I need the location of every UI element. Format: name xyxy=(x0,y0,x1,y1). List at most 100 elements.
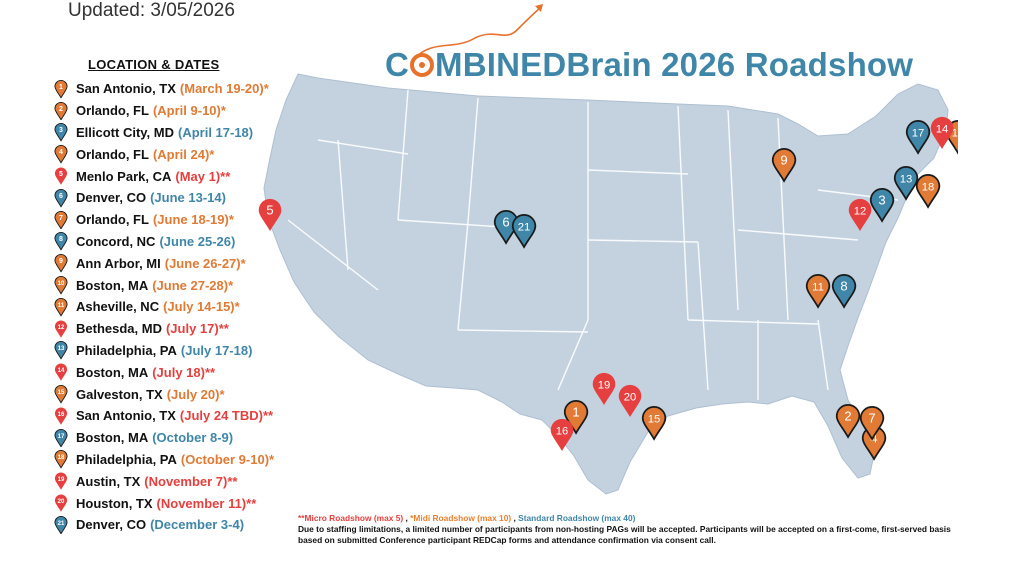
svg-text:3: 3 xyxy=(59,127,63,134)
footnote-micro: **Micro Roadshow (max 5) xyxy=(298,513,404,523)
legend-dates: (July 20)* xyxy=(166,386,225,402)
legend-item: 6 Denver, CO (June 13-14) xyxy=(54,187,274,209)
map-pin-icon: 16 xyxy=(54,407,72,425)
legend-dates: (November 7)** xyxy=(144,473,238,489)
map-pin-icon: 1 xyxy=(54,79,72,99)
legend-dates: (December 3-4) xyxy=(150,517,245,533)
map-pin-14: 14 xyxy=(930,116,954,150)
map-pin-15: 15 xyxy=(641,406,667,441)
legend-city: Galveston, TX xyxy=(76,386,163,402)
legend-dates: (March 19-20)* xyxy=(179,81,269,97)
map-pin-5: 5 xyxy=(258,198,282,232)
title-rest: MBINEDBrain 2026 Roadshow xyxy=(435,46,914,83)
legend-item: 14 Boston, MA (July 18)** xyxy=(54,361,274,383)
svg-text:9: 9 xyxy=(780,153,787,168)
legend-item: 19 Austin, TX (November 7)** xyxy=(54,470,274,492)
map-pin-12: 12 xyxy=(848,198,872,232)
svg-text:21: 21 xyxy=(518,222,531,234)
svg-text:12: 12 xyxy=(854,206,867,218)
svg-text:6: 6 xyxy=(59,193,63,200)
svg-text:12: 12 xyxy=(58,325,65,331)
legend-item: 12 Bethesda, MD (July 17)** xyxy=(54,318,274,340)
footnote-standard: Standard Roadshow (max 40) xyxy=(518,513,636,523)
svg-text:18: 18 xyxy=(922,182,935,194)
updated-date: Updated: 3/05/2026 xyxy=(68,0,235,21)
us-map-outline xyxy=(263,73,949,495)
legend-city: Boston, MA xyxy=(76,364,149,380)
svg-text:19: 19 xyxy=(58,477,65,483)
legend-dates: (July 18)** xyxy=(152,364,216,380)
legend-item: 4 Orlando, FL (April 24)* xyxy=(54,143,274,165)
svg-text:10: 10 xyxy=(58,281,65,287)
map-pin-8: 8 xyxy=(831,274,857,309)
legend-city: Ann Arbor, MI xyxy=(76,255,161,271)
map-pin-20: 20 xyxy=(618,384,642,418)
legend-city: Orlando, FL xyxy=(76,212,149,228)
svg-text:18: 18 xyxy=(58,455,65,461)
svg-text:14: 14 xyxy=(936,124,949,136)
map-pin-21: 21 xyxy=(511,214,537,249)
map-pin-icon: 9 xyxy=(54,254,72,273)
map-pin-icon: 13 xyxy=(54,341,72,361)
location-legend: 1 San Antonio, TX (March 19-20)* 2 Orlando, … xyxy=(54,78,274,536)
legend-dates: (November 11)** xyxy=(156,495,257,511)
map-pin-17: 17 xyxy=(905,120,931,155)
legend-city: Orlando, FL xyxy=(76,103,149,119)
map-pin-icon: 15 xyxy=(54,385,72,404)
svg-text:9: 9 xyxy=(59,258,63,265)
svg-text:14: 14 xyxy=(58,368,65,374)
legend-city: Philadelphia, PA xyxy=(76,451,177,467)
legend-item: 7 Orlando, FL (June 18-19)* xyxy=(54,209,274,231)
map-pin-2: 2 xyxy=(835,404,861,439)
legend-dates: (June 26-27)* xyxy=(164,255,246,271)
svg-text:4: 4 xyxy=(59,149,63,156)
map-pin-icon: 21 xyxy=(54,515,72,535)
map-pin-icon: 17 xyxy=(54,428,72,448)
svg-text:17: 17 xyxy=(58,434,65,440)
map-pin-icon: 8 xyxy=(54,232,72,252)
footnote-sep2: , xyxy=(511,513,519,523)
legend-item: 1 San Antonio, TX (March 19-20)* xyxy=(54,78,274,100)
legend-dates: (July 14-15)* xyxy=(163,299,240,315)
map-pin-icon: 10 xyxy=(54,276,72,295)
footnote-sep1: , xyxy=(403,513,411,523)
map-pin-13: 13 xyxy=(893,166,919,201)
svg-text:11: 11 xyxy=(58,303,65,309)
svg-text:2: 2 xyxy=(844,409,851,424)
legend-item: 11 Asheville, NC (July 14-15)* xyxy=(54,296,274,318)
svg-text:16: 16 xyxy=(58,412,65,418)
map-pin-icon: 19 xyxy=(54,472,72,490)
legend-item: 9 Ann Arbor, MI (June 26-27)* xyxy=(54,252,274,274)
map-pin-icon: 5 xyxy=(54,167,72,185)
page-title: C MBINEDBrain 2026 Roadshow xyxy=(385,46,913,84)
legend-city: Bethesda, MD xyxy=(76,321,162,337)
legend-city: Boston, MA xyxy=(76,430,149,446)
map-pin-icon: 6 xyxy=(54,188,72,208)
map-pin-icon: 3 xyxy=(54,123,72,143)
svg-text:3: 3 xyxy=(878,193,885,208)
map-pin-16: 16 xyxy=(550,418,574,452)
legend-item: 13 Philadelphia, PA (July 17-18) xyxy=(54,340,274,362)
legend-city: Ellicott City, MD xyxy=(76,124,174,140)
svg-text:5: 5 xyxy=(59,171,63,178)
legend-city: Concord, NC xyxy=(76,233,156,249)
svg-text:13: 13 xyxy=(58,346,65,352)
legend-city: Denver, CO xyxy=(76,517,147,533)
svg-text:15: 15 xyxy=(648,414,661,426)
title-prefix: C xyxy=(385,46,410,83)
svg-text:20: 20 xyxy=(624,392,637,404)
legend-dates: (May 1)** xyxy=(175,168,231,184)
map-pin-11: 11 xyxy=(805,274,831,309)
svg-text:20: 20 xyxy=(58,499,65,505)
svg-text:7: 7 xyxy=(59,215,63,222)
svg-text:1: 1 xyxy=(572,405,579,420)
map-pin-1: 1 xyxy=(563,400,589,435)
legend-item: 3 Ellicott City, MD (April 17-18) xyxy=(54,122,274,144)
legend-item: 21 Denver, CO (December 3-4) xyxy=(54,514,274,536)
legend-dates: (June 13-14) xyxy=(150,190,226,206)
legend-item: 16 San Antonio, TX (July 24 TBD)** xyxy=(54,405,274,427)
legend-dates: (July 17)** xyxy=(165,321,229,337)
footnote-body: Due to staffing limitations, a limited n… xyxy=(298,524,951,545)
legend-dates: (April 9-10)* xyxy=(152,103,226,119)
legend-city: Denver, CO xyxy=(76,190,147,206)
